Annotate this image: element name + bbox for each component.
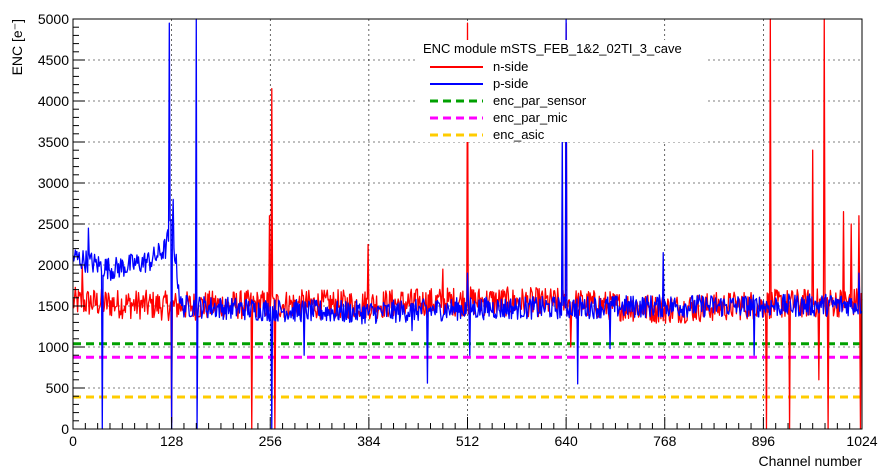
x-tick-label: 768 (653, 433, 677, 449)
y-tick-label: 5000 (38, 11, 69, 27)
y-tick-label: 3000 (38, 175, 69, 191)
y-tick-label: 4500 (38, 52, 69, 68)
x-tick-label: 640 (554, 433, 578, 449)
plot-series (72, 18, 863, 430)
x-tick-label: 128 (160, 433, 184, 449)
x-tick-label: 896 (752, 433, 776, 449)
legend-entry-enc-par-mic: enc_par_mic (493, 110, 568, 125)
legend: ENC module mSTS_FEB_1&2_02TI_3_cave n-si… (418, 40, 708, 142)
legend-entry-p-side: p-side (493, 76, 528, 91)
legend-box (418, 40, 708, 142)
y-tick-label: 2000 (38, 257, 69, 273)
y-tick-label: 1500 (38, 298, 69, 314)
reference-lines (73, 342, 862, 399)
axis-ticks (72, 18, 863, 430)
x-tick-label: 1024 (846, 433, 877, 449)
y-tick-label: 3500 (38, 134, 69, 150)
y-tick-label: 4000 (38, 93, 69, 109)
x-tick-label: 384 (357, 433, 381, 449)
y-axis-label: ENC [e⁻] (9, 19, 25, 75)
y-tick-label: 0 (61, 421, 69, 437)
y-tick-label: 500 (46, 380, 70, 396)
legend-title: ENC module mSTS_FEB_1&2_02TI_3_cave (423, 41, 682, 56)
x-tick-label: 256 (259, 433, 283, 449)
tick-labels: 0 500 1000 1500 2000 2500 3000 3500 4000 4500 5000… (38, 11, 878, 449)
y-tick-label: 2500 (38, 216, 69, 232)
y-tick-label: 1000 (38, 339, 69, 355)
x-tick-label: 0 (69, 433, 77, 449)
legend-entry-enc-par-sensor: enc_par_sensor (493, 93, 587, 108)
legend-entry-n-side: n-side (493, 59, 528, 74)
x-tick-label: 512 (456, 433, 480, 449)
series-p-side (72, 18, 863, 430)
x-axis-label: Channel number (758, 453, 862, 468)
legend-entry-enc-asic: enc_asic (493, 127, 545, 142)
